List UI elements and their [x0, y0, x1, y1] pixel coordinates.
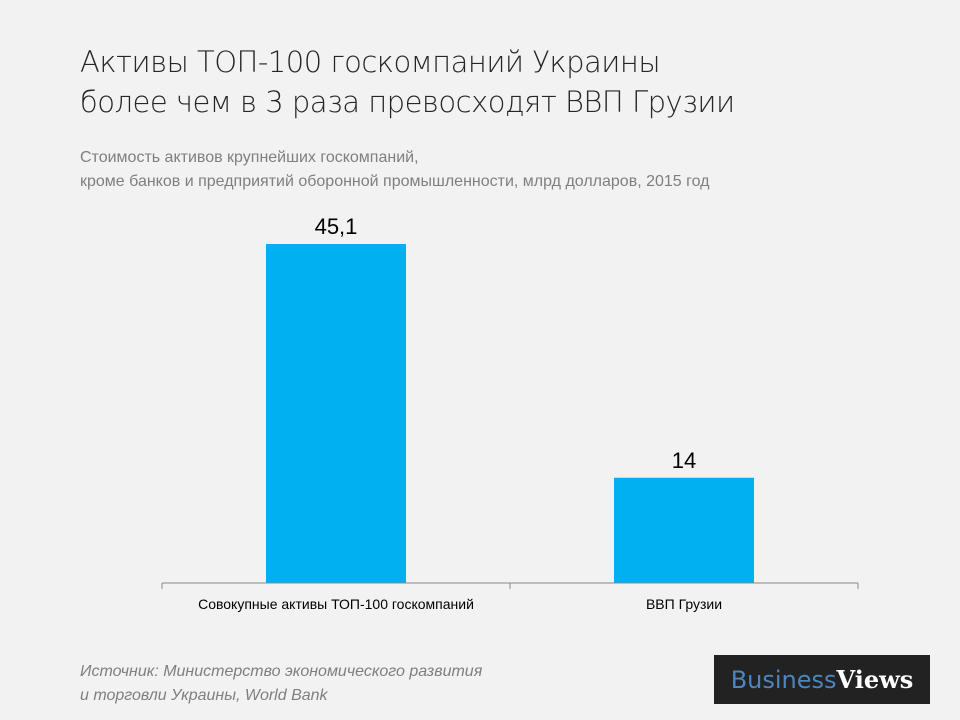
chart-subtitle: Стоимость активов крупнейших госкомпаний…	[80, 146, 710, 194]
bar	[266, 244, 406, 583]
source-line-1: Источник: Министерство экономического ра…	[80, 663, 483, 680]
subtitle-line-2: кроме банков и предприятий оборонной про…	[80, 173, 710, 190]
title-line-2: более чем в 3 раза превосходят ВВП Грузи…	[80, 85, 735, 119]
bar	[614, 477, 754, 583]
subtitle-line-1: Стоимость активов крупнейших госкомпаний…	[80, 149, 419, 166]
source-line-2: и торговли Украины, World Bank	[80, 687, 328, 704]
logo-part-1: Business	[730, 665, 837, 694]
chart-title: Активы ТОП-100 госкомпаний Украины более …	[80, 42, 735, 122]
category-label: ВВП Грузии	[646, 596, 722, 612]
title-line-1: Активы ТОП-100 госкомпаний Украины	[80, 45, 661, 79]
source-note: Источник: Министерство экономического ра…	[80, 660, 482, 708]
data-label: 14	[672, 448, 696, 473]
businessviews-logo: Business Views	[714, 655, 930, 704]
data-label: 45,1	[315, 214, 358, 239]
logo-part-2: Views	[836, 665, 914, 694]
category-label: Совокупные активы ТОП-100 госкомпаний	[198, 596, 474, 612]
